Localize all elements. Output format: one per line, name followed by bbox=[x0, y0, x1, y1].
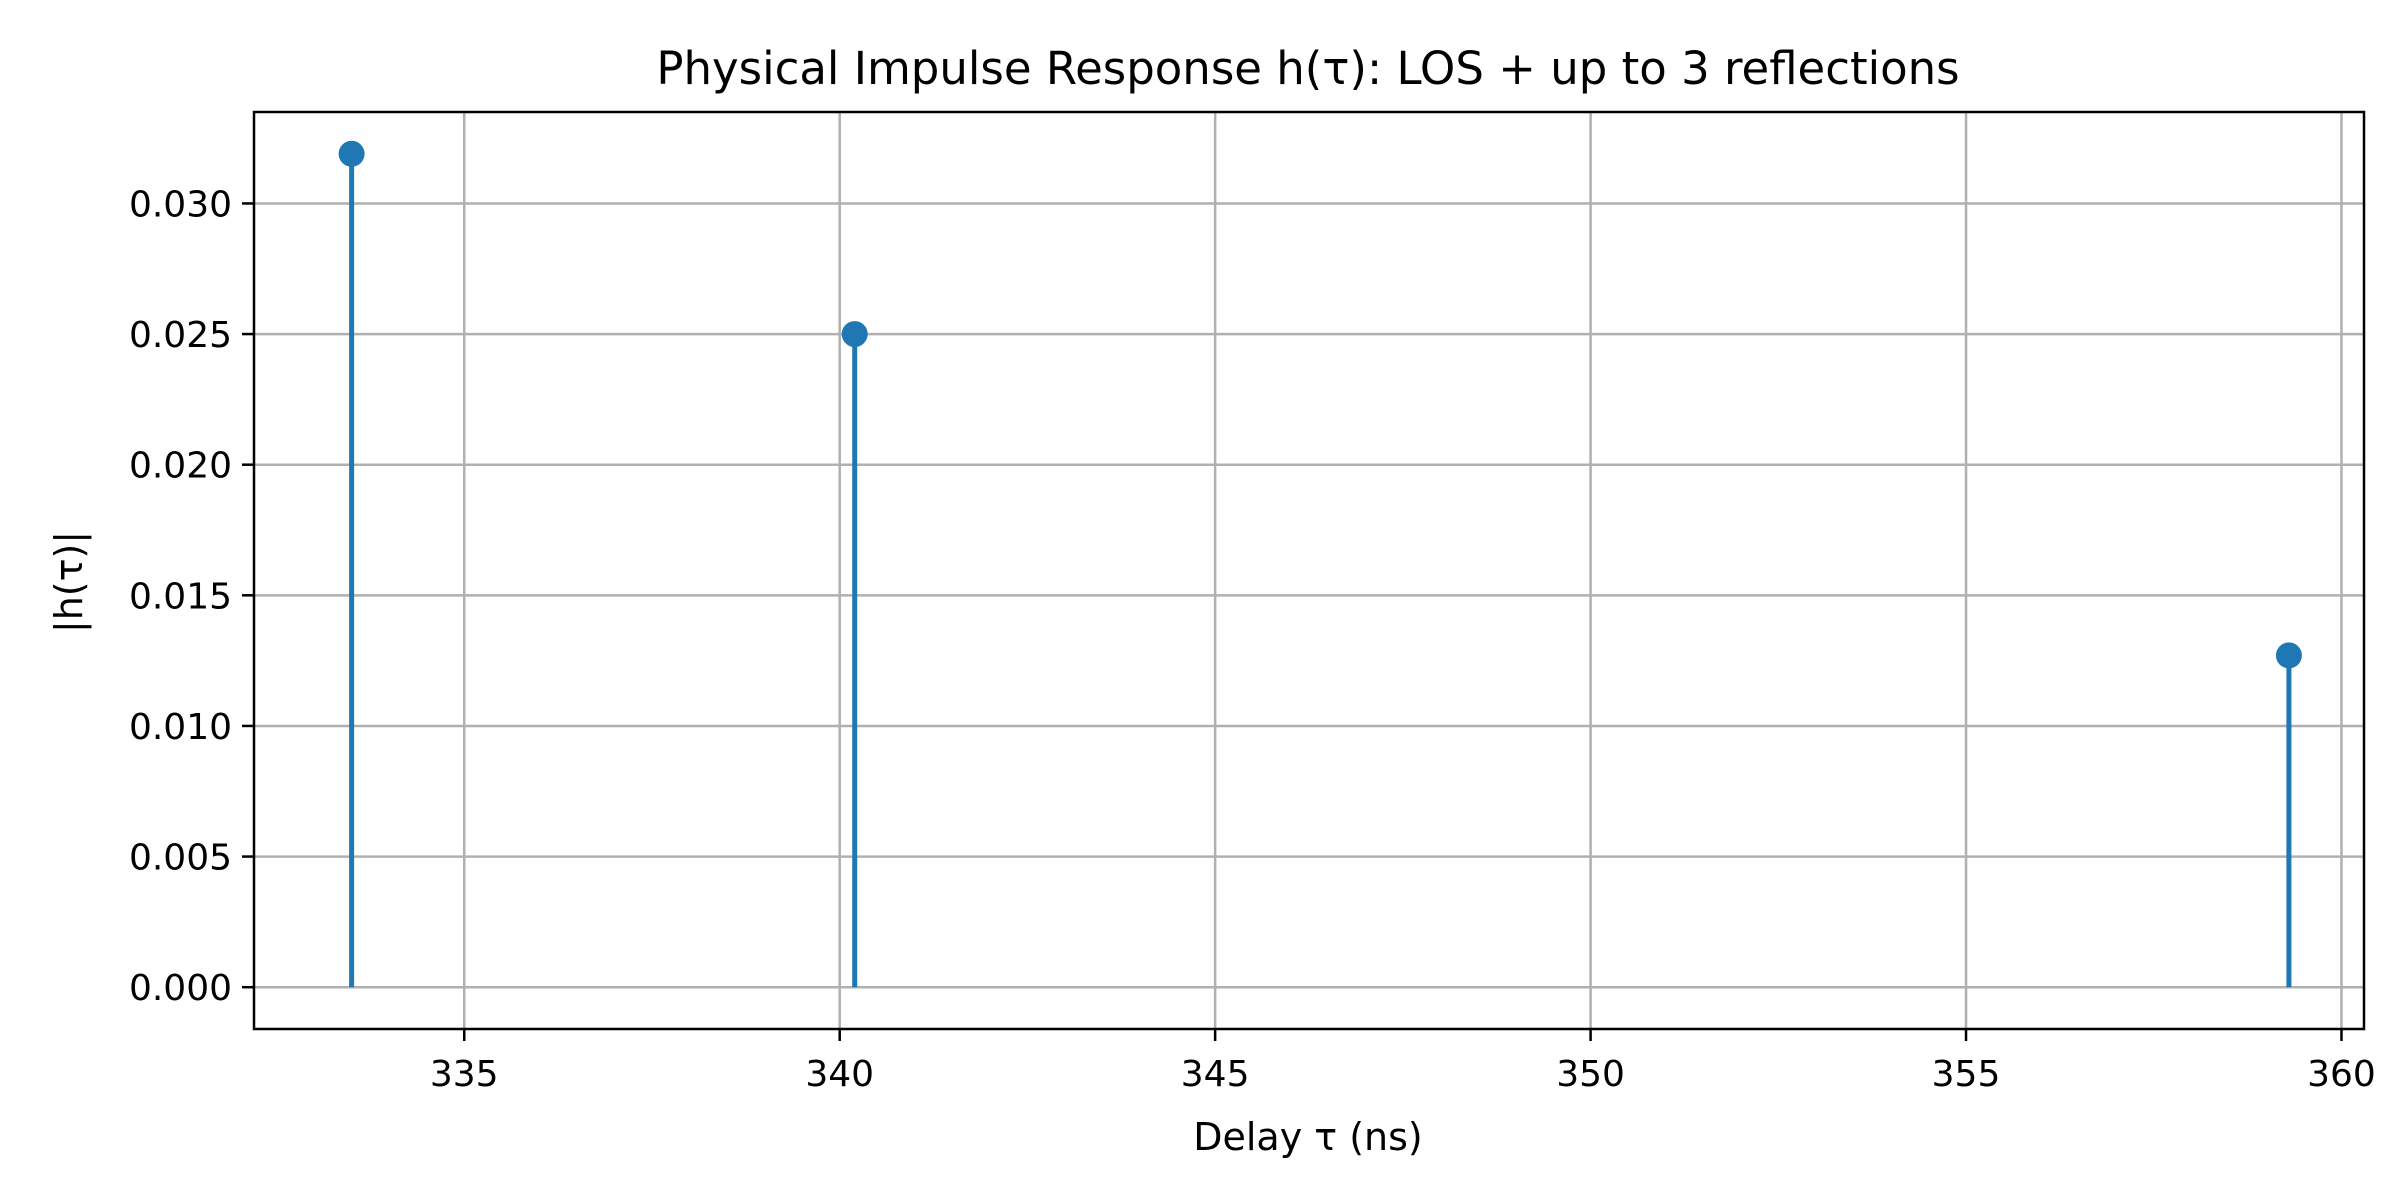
grid-lines bbox=[254, 112, 2364, 1029]
y-tick-label: 0.020 bbox=[129, 446, 232, 487]
y-axis-label: |h(τ)| bbox=[47, 531, 92, 633]
y-tick-label: 0.030 bbox=[129, 184, 232, 225]
x-tick-label: 340 bbox=[805, 1054, 874, 1095]
y-tick-label: 0.005 bbox=[129, 838, 232, 879]
y-axis-ticks: 0.000 0.005 0.010 0.015 0.020 0.025 0.030 bbox=[129, 184, 254, 1009]
x-axis-ticks: 335 340 345 350 355 360 bbox=[430, 1029, 2376, 1095]
x-axis-label: Delay τ (ns) bbox=[1193, 1115, 1423, 1159]
x-tick-label: 335 bbox=[430, 1054, 499, 1095]
stem-marker bbox=[338, 140, 365, 167]
stem-marker bbox=[841, 321, 868, 348]
plot-frame bbox=[252, 110, 2366, 1031]
y-tick-label: 0.000 bbox=[129, 968, 232, 1009]
stem-marker bbox=[2275, 642, 2302, 669]
stem-series bbox=[338, 140, 2302, 988]
x-tick-label: 345 bbox=[1181, 1054, 1250, 1095]
chart-title: Physical Impulse Response h(τ): LOS + up… bbox=[656, 42, 1959, 95]
y-tick-label: 0.025 bbox=[129, 315, 232, 356]
y-tick-label: 0.010 bbox=[129, 707, 232, 748]
y-tick-label: 0.015 bbox=[129, 576, 232, 617]
x-tick-label: 355 bbox=[1932, 1054, 2001, 1095]
x-tick-label: 350 bbox=[1556, 1054, 1625, 1095]
x-tick-label: 360 bbox=[2307, 1054, 2376, 1095]
